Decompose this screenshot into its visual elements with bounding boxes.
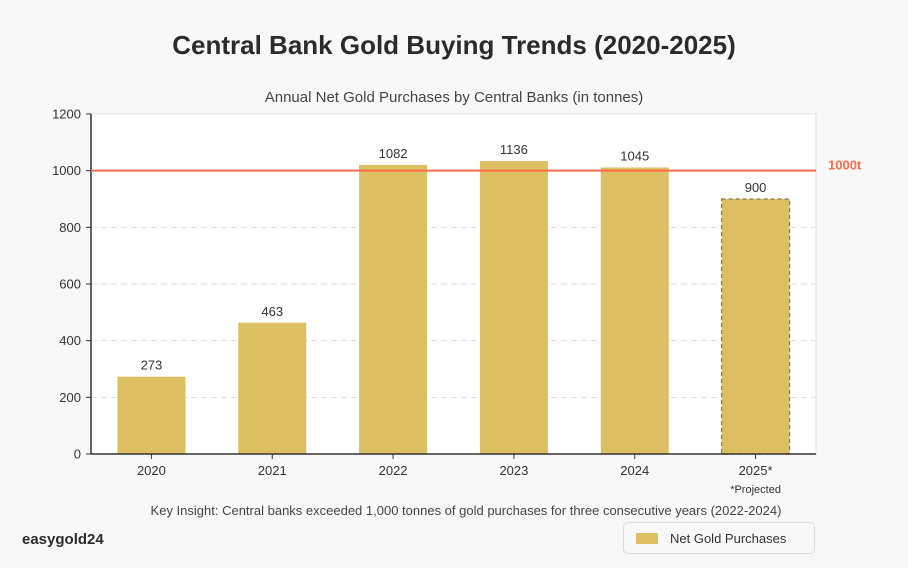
- y-tick-label: 400: [59, 333, 81, 348]
- x-tick-label: 2021: [258, 463, 287, 478]
- data-label: 273: [141, 358, 163, 373]
- chart-subtitle: Annual Net Gold Purchases by Central Ban…: [264, 89, 644, 106]
- x-tick-label: 2022: [379, 463, 408, 478]
- x-tick-label: 2023: [499, 463, 528, 478]
- y-tick-label: 800: [59, 220, 81, 235]
- brand-logo-text: easygold24: [22, 531, 104, 548]
- bar-projected: [720, 198, 791, 455]
- x-tick-label: 2024: [620, 463, 649, 478]
- bar: [238, 322, 307, 454]
- projected-note: *Projected: [730, 484, 781, 496]
- chart-legend: Net Gold Purchases: [623, 522, 815, 554]
- y-tick-label: 1000: [52, 163, 81, 178]
- bar: [479, 161, 548, 455]
- bar: [117, 376, 186, 454]
- y-tick-label: 600: [59, 277, 81, 292]
- legend-swatch: [636, 532, 658, 544]
- data-label: 463: [261, 304, 283, 319]
- chart-title: Central Bank Gold Buying Trends (2020-20…: [172, 30, 736, 60]
- data-label: 1136: [500, 142, 528, 157]
- reference-line-label: 1000t: [828, 158, 862, 173]
- data-label: 1082: [379, 146, 408, 161]
- data-label: 1045: [620, 148, 649, 163]
- x-tick-label: 2020: [137, 463, 166, 478]
- x-tick-label: 2025*: [739, 463, 773, 478]
- y-tick-label: 1200: [52, 107, 81, 122]
- y-tick-label: 200: [59, 390, 81, 405]
- bar: [359, 164, 428, 454]
- bar: [600, 167, 669, 454]
- y-tick-label: 0: [74, 447, 81, 462]
- data-label: 900: [745, 180, 767, 195]
- legend-label: Net Gold Purchases: [670, 530, 787, 546]
- key-insight-text: Key Insight: Central banks exceeded 1,00…: [150, 503, 782, 518]
